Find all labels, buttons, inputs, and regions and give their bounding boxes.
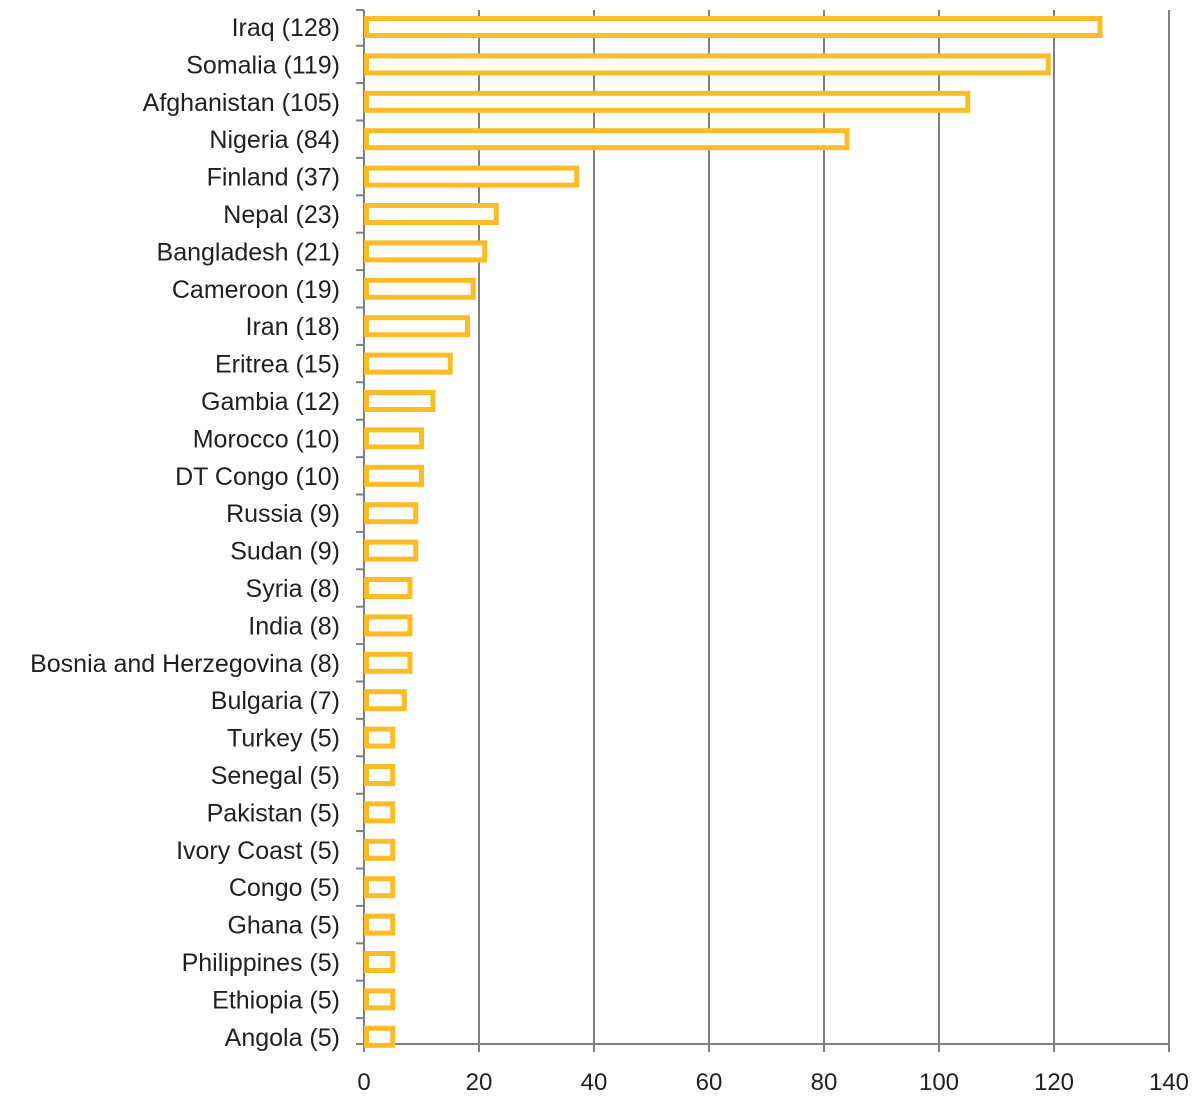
category-label: Eritrea (15)	[215, 351, 340, 379]
x-tick-label: 100	[919, 1069, 959, 1096]
bar	[364, 951, 396, 973]
category-label: Bosnia and Herzegovina (8)	[30, 650, 340, 678]
bar	[364, 240, 488, 263]
bars	[364, 16, 1103, 1048]
category-label: DT Congo (10)	[175, 463, 340, 491]
category-label: Russia (9)	[226, 500, 340, 528]
category-label: Morocco (10)	[193, 425, 340, 453]
bar	[364, 838, 396, 861]
bar	[364, 53, 1051, 76]
bar	[364, 726, 396, 749]
category-label: Cameroon (19)	[172, 276, 340, 304]
category-label: Ghana (5)	[227, 912, 340, 940]
category-label: Finland (37)	[207, 164, 340, 192]
bar	[364, 203, 499, 225]
category-label: Pakistan (5)	[207, 799, 340, 827]
category-label: Bangladesh (21)	[157, 238, 340, 266]
gridlines	[478, 10, 1170, 1044]
category-label: Nepal (23)	[223, 201, 340, 229]
category-label: Iran (18)	[246, 313, 340, 341]
category-label: Ethiopia (5)	[212, 986, 340, 1014]
bar	[364, 577, 413, 599]
x-tick-label: 20	[466, 1069, 493, 1096]
category-label: Angola (5)	[225, 1024, 340, 1052]
bar	[364, 913, 396, 936]
bar	[364, 315, 470, 338]
bar	[364, 988, 396, 1011]
x-tick-label: 0	[357, 1069, 370, 1096]
bar	[364, 764, 396, 786]
category-label: Iraq (128)	[232, 14, 340, 42]
bar	[364, 539, 419, 562]
bar	[364, 277, 476, 300]
category-label: Gambia (12)	[201, 388, 340, 416]
category-label: Senegal (5)	[211, 762, 340, 790]
category-label: Somalia (119)	[186, 51, 340, 79]
category-label: Bulgaria (7)	[211, 687, 340, 715]
bar	[364, 352, 453, 375]
bar	[364, 390, 436, 412]
bar	[364, 801, 396, 824]
bar	[364, 16, 1103, 38]
bar	[364, 689, 407, 712]
bar	[364, 90, 971, 113]
category-label: Sudan (9)	[230, 538, 340, 566]
bar	[364, 1025, 396, 1048]
category-labels: Iraq (128) Somalia (119) Afghanistan (105)…	[30, 14, 340, 1052]
x-tick-label: 60	[696, 1069, 723, 1096]
category-label: Syria (8)	[246, 575, 340, 603]
bar	[364, 876, 396, 899]
bar	[364, 128, 850, 151]
bar	[364, 427, 424, 450]
category-label: Ivory Coast (5)	[176, 837, 340, 865]
category-label: Congo (5)	[229, 874, 340, 902]
category-label: India (8)	[248, 612, 340, 640]
category-label: Philippines (5)	[182, 949, 340, 977]
category-label: Turkey (5)	[227, 725, 340, 753]
bar	[364, 502, 419, 525]
bar	[364, 464, 424, 487]
bar	[364, 614, 413, 637]
x-tick-labels: 0 20 40 60 80 100 120 140	[357, 1069, 1189, 1096]
bar	[364, 165, 580, 188]
x-tick-label: 120	[1034, 1069, 1074, 1096]
category-label: Nigeria (84)	[209, 126, 340, 154]
x-tick-label: 40	[581, 1069, 608, 1096]
category-label: Afghanistan (105)	[143, 89, 340, 117]
bar	[364, 651, 413, 674]
x-tick-label: 140	[1149, 1069, 1189, 1096]
x-tick-label: 80	[811, 1069, 838, 1096]
